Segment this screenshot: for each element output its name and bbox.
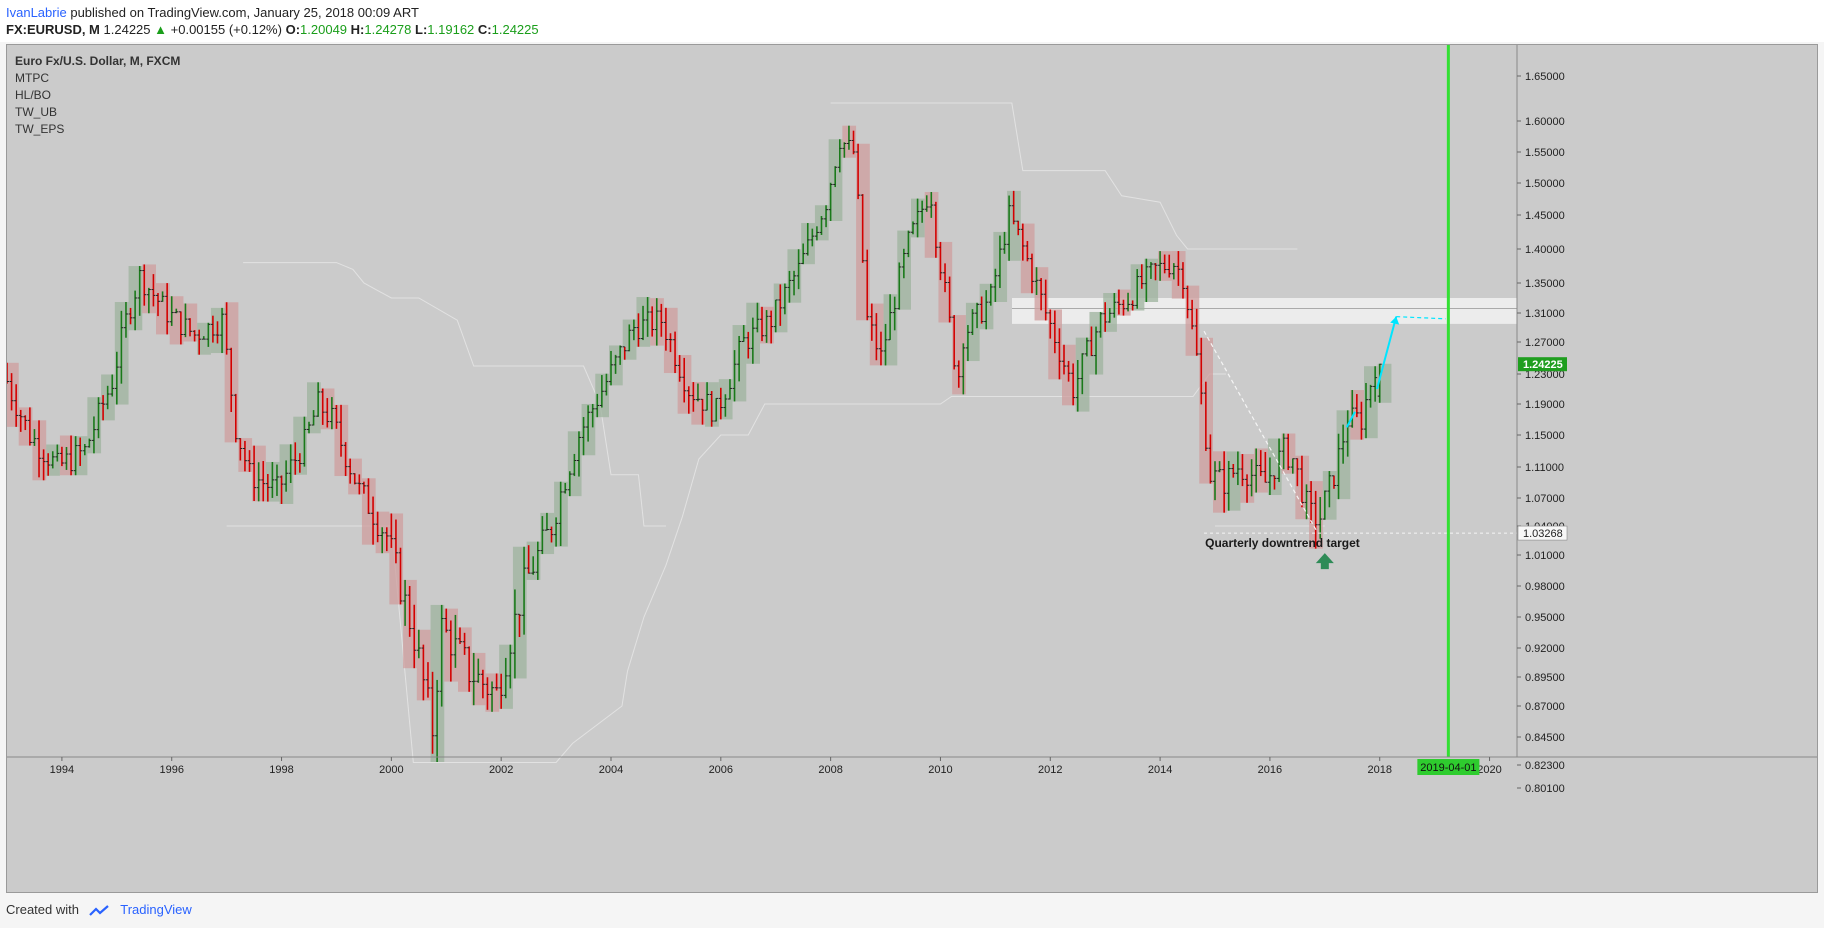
- price-tick-label: 1.23000: [1525, 369, 1565, 381]
- time-tick-label: 2004: [599, 764, 623, 776]
- projection-dashed: [1396, 316, 1446, 320]
- time-tick-label: 2000: [379, 764, 403, 776]
- time-tick-label: 2008: [818, 764, 842, 776]
- tradingview-logo-icon: [88, 904, 109, 916]
- up-arrow-icon: [1315, 553, 1334, 570]
- symbol-label: FX:EURUSD, M: [6, 22, 100, 37]
- price-tick-label: 0.89500: [1525, 672, 1565, 684]
- quarter-box: [458, 627, 472, 692]
- downtrend-line: [1203, 330, 1318, 532]
- price-tick-label: 0.82300: [1525, 760, 1565, 772]
- target-price-label: 1.03268: [1523, 528, 1563, 540]
- price-chart[interactable]: Quarterly downtrend target 1.65000 1.60000…: [7, 45, 1818, 893]
- open-label: O:: [285, 22, 301, 37]
- high-label: H:: [350, 22, 365, 37]
- price-tick-label: 1.15000: [1525, 430, 1565, 442]
- chart-area[interactable]: Quarterly downtrend target 1.65000 1.60000…: [6, 44, 1818, 893]
- price-tick-label: 1.50000: [1525, 178, 1565, 190]
- publish-line: IvanLabrie published on TradingView.com,…: [6, 5, 419, 20]
- upper-band-a: [243, 262, 666, 527]
- quarter-box: [169, 296, 184, 345]
- resistance-zone: [1012, 298, 1517, 324]
- quarter-box: [691, 382, 706, 425]
- price-tick-label: 0.95000: [1525, 612, 1565, 624]
- author-link[interactable]: IvanLabrie: [6, 5, 67, 20]
- legend-study-mtpc[interactable]: MTPC: [15, 71, 49, 85]
- legend-study-tw-ub[interactable]: TW_UB: [15, 105, 57, 119]
- legend-study-tw-eps[interactable]: TW_EPS: [15, 122, 65, 136]
- price-tick-label: 0.80100: [1525, 783, 1565, 795]
- publish-info: published on TradingView.com, January 25…: [70, 5, 419, 20]
- price-tick-label: 1.60000: [1525, 116, 1565, 128]
- time-tick-label: 2016: [1258, 764, 1282, 776]
- time-tick-label: 2006: [709, 764, 733, 776]
- quarter-box: [512, 546, 527, 679]
- marker-date-badge: [1417, 759, 1480, 775]
- time-tick-label: 2012: [1038, 764, 1062, 776]
- low-label: L:: [415, 22, 428, 37]
- legend-study-hlbo[interactable]: HL/BO: [15, 88, 52, 102]
- price-tick-label: 1.45000: [1525, 210, 1565, 222]
- high-value: 1.24278: [364, 22, 412, 37]
- price-tick-label: 1.01000: [1525, 550, 1565, 562]
- time-tick-label: 2018: [1367, 764, 1391, 776]
- time-tick-label: 1998: [269, 764, 293, 776]
- price-tick-label: 1.40000: [1525, 244, 1565, 256]
- tradingview-link[interactable]: TradingView: [120, 902, 192, 917]
- quarter-box: [1267, 438, 1282, 496]
- low-value: 1.19162: [427, 22, 475, 37]
- price-tick-label: 1.31000: [1525, 308, 1565, 320]
- open-value: 1.20049: [300, 22, 348, 37]
- last-price: 1.24225: [103, 22, 151, 37]
- legend-title: Euro Fx/U.S. Dollar, M, FXCM: [15, 54, 181, 68]
- last-price-label: 1.24225: [1523, 359, 1563, 371]
- quarter-box: [307, 382, 321, 434]
- quarter-box: [1213, 451, 1227, 513]
- projection-arrow-head: [1390, 316, 1400, 325]
- symbol-line: FX:EURUSD, M 1.24225 ▲ +0.00155 (+0.12%)…: [6, 22, 539, 37]
- chart-header: IvanLabrie published on TradingView.com,…: [0, 0, 1824, 42]
- quarter-box: [7, 362, 19, 427]
- time-tick-label: 2010: [928, 764, 952, 776]
- quarter-box: [924, 192, 939, 258]
- quarter-box: [540, 512, 555, 555]
- quarter-box: [1144, 258, 1159, 303]
- target-price-badge: [1517, 525, 1568, 541]
- price-tick-label: 0.84500: [1525, 732, 1565, 744]
- projection-arrow-main: [1376, 316, 1398, 390]
- created-with-label: Created with: [6, 902, 79, 917]
- quarter-box: [1007, 190, 1021, 261]
- quarter-box: [1226, 451, 1241, 511]
- price-tick-label: 0.98000: [1525, 581, 1565, 593]
- price-change: +0.00155 (+0.12%): [170, 22, 282, 37]
- time-tick-label: 1996: [159, 764, 183, 776]
- time-tick-label: 2014: [1148, 764, 1172, 776]
- price-tick-label: 1.55000: [1525, 147, 1565, 159]
- upper-band-b: [830, 102, 1298, 250]
- annotation-label: Quarterly downtrend target: [1205, 536, 1360, 550]
- marker-date-label: 2019-04-01: [1420, 762, 1476, 774]
- price-tick-label: 1.11000: [1525, 462, 1564, 474]
- time-tick-label: 2020: [1477, 764, 1501, 776]
- lower-band: [226, 373, 1226, 763]
- footer: Created with TradingView: [6, 902, 192, 917]
- price-tick-label: 0.87000: [1525, 701, 1565, 713]
- price-tick-label: 1.07000: [1525, 493, 1565, 505]
- chart-legend: Euro Fx/U.S. Dollar, M, FXCM MTPC HL/BO …: [15, 53, 180, 138]
- quarter-box: [952, 315, 966, 395]
- up-arrow-icon: ▲: [154, 22, 168, 37]
- price-tick-label: 1.35000: [1525, 278, 1565, 290]
- projection-arrow-small: [1345, 411, 1356, 428]
- price-tick-label: 1.19000: [1525, 399, 1565, 411]
- time-tick-label: 1994: [50, 764, 74, 776]
- close-value: 1.24225: [491, 22, 539, 37]
- close-label: C:: [477, 22, 492, 37]
- price-tick-label: 0.92000: [1525, 643, 1565, 655]
- date-marker-line[interactable]: [1446, 45, 1450, 757]
- last-price-badge: [1518, 357, 1567, 372]
- price-tick-label: 1.65000: [1525, 71, 1565, 83]
- time-tick-label: 2002: [489, 764, 513, 776]
- price-tick-label: 1.27000: [1525, 337, 1565, 349]
